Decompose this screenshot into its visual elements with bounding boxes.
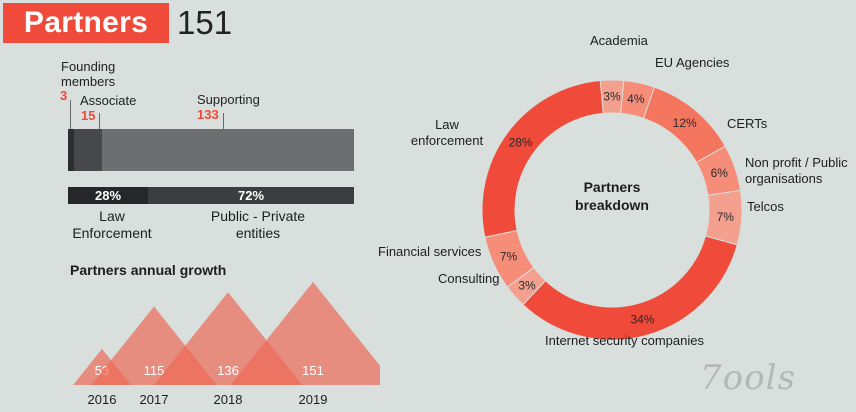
label-consulting: Consulting xyxy=(438,271,500,286)
donut-slice-law-enforcement xyxy=(481,79,604,238)
label-nonprofit: Non profit / Public organisations xyxy=(745,155,848,187)
growth-value-2019: 151 xyxy=(302,363,324,378)
growth-year-2017: 2017 xyxy=(140,392,169,407)
label-academia: Academia xyxy=(590,33,648,48)
label-nonprofit-line2: organisations xyxy=(745,171,823,186)
growth-title: Partners annual growth xyxy=(70,262,227,278)
label-eu-agencies: EU Agencies xyxy=(655,55,730,70)
law-label-line2: Enforcement xyxy=(72,225,152,241)
label-law-line1: Law xyxy=(435,117,459,132)
donut-pct-certs: 12% xyxy=(673,116,697,130)
label-financial-services: Financial services xyxy=(378,244,482,259)
associate-segment xyxy=(73,129,103,171)
partners-total: 151 xyxy=(177,4,233,41)
supporting-count: 133 xyxy=(197,107,219,122)
growth-year-2019: 2019 xyxy=(299,392,328,407)
public-share-segment: 72% xyxy=(148,187,354,204)
donut-pct-internet-security-companies: 34% xyxy=(630,312,654,326)
founding-tick xyxy=(70,100,71,129)
page-title: Partners xyxy=(3,3,169,43)
founding-segment xyxy=(68,129,74,171)
donut-pct-consulting: 3% xyxy=(518,278,536,292)
public-label-line1: Public - Private xyxy=(210,208,306,224)
label-internet-security: Internet security companies xyxy=(545,333,704,348)
partners-breakdown-donut: 3% 4%12%6%7%34%3%7%28% Partners breakdown xyxy=(481,79,743,341)
label-law-line2: enforcement xyxy=(410,133,484,148)
label-nonprofit-line1: Non profit / Public xyxy=(745,155,848,170)
supporting-label: Supporting xyxy=(197,92,260,107)
label-telcos: Telcos xyxy=(747,199,784,214)
public-label: Public - Private entities xyxy=(198,208,318,242)
founding-label-line1: Founding xyxy=(61,59,116,74)
founding-count: 3 xyxy=(60,88,68,103)
founding-label: Founding members xyxy=(61,59,115,89)
growth-triangle-2019 xyxy=(230,282,380,385)
donut-pct-telcos: 7% xyxy=(717,210,735,224)
associate-tick xyxy=(99,113,100,129)
law-label: Law Enforcement xyxy=(68,208,156,242)
associate-label: Associate xyxy=(80,93,137,108)
growth-value-2017: 115 xyxy=(144,363,165,378)
label-law-enforcement: Law enforcement xyxy=(405,117,489,149)
label-certs: CERTs xyxy=(727,116,768,131)
watermark-logo: 7ools xyxy=(700,358,796,398)
donut-pct-eu-agencies: 4% xyxy=(627,92,645,106)
supporting-segment xyxy=(102,129,354,171)
donut-title-line1: Partners xyxy=(584,179,641,195)
associate-count: 15 xyxy=(81,108,96,123)
growth-value-2018: 136 xyxy=(217,363,239,378)
law-label-line1: Law xyxy=(99,208,125,224)
donut-pct-financial-services: 7% xyxy=(500,250,518,264)
donut-pct-academia: 3% xyxy=(603,90,621,104)
growth-year-2018: 2018 xyxy=(214,392,243,407)
sector-split-bar: 28% 72% xyxy=(68,187,354,204)
donut-pct-non-profit-public-organisations: 6% xyxy=(711,166,729,180)
growth-year-2016: 2016 xyxy=(88,392,117,407)
donut-pct-law-enforcement: 28% xyxy=(509,136,533,150)
public-label-line2: entities xyxy=(235,225,281,241)
membership-bar xyxy=(68,129,354,171)
law-share-segment: 28% xyxy=(68,187,149,204)
donut-title-line2: breakdown xyxy=(575,197,649,213)
supporting-tick xyxy=(223,113,224,129)
founding-label-line2: members xyxy=(61,74,116,89)
